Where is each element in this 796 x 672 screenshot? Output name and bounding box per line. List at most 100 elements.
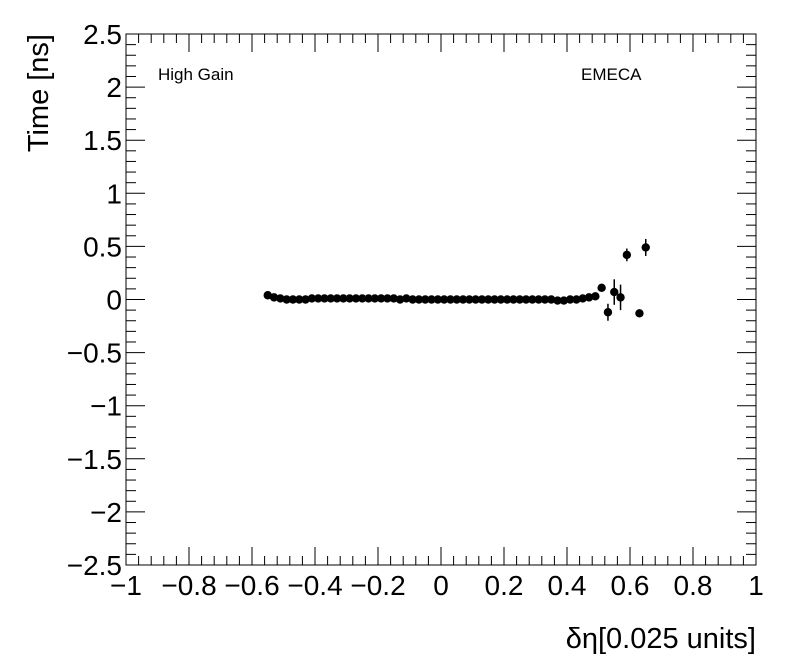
data-point <box>408 295 417 304</box>
y-tick-label: −0.5 <box>67 338 122 369</box>
data-point <box>603 303 613 321</box>
marker <box>320 294 329 303</box>
data-point <box>528 295 537 304</box>
marker <box>288 295 298 304</box>
x-tick-labels: −1 −0.8 −0.6 −0.4 −0.2 0 0.2 0.4 0.6 0.8 1 <box>110 570 764 601</box>
marker <box>477 295 487 304</box>
data-point <box>446 295 455 304</box>
data-point <box>421 295 430 304</box>
data-point <box>345 294 354 303</box>
marker <box>313 294 323 303</box>
data-point <box>565 295 575 304</box>
data-point <box>364 294 373 303</box>
marker <box>446 295 455 304</box>
x-tick-label: 1 <box>748 570 764 601</box>
data-point <box>395 295 405 304</box>
data-point <box>622 248 632 262</box>
data-point <box>332 294 342 303</box>
marker <box>515 295 524 304</box>
data-point <box>465 295 474 304</box>
data-point <box>553 296 562 305</box>
marker <box>553 296 562 305</box>
data-point <box>263 291 272 300</box>
marker <box>584 293 594 302</box>
marker <box>370 294 380 303</box>
x-tick-label: 0.6 <box>611 570 650 601</box>
y-tick-label: −1.5 <box>67 444 122 475</box>
data-points <box>263 238 650 321</box>
marker <box>603 308 613 317</box>
y-tick-label: 1.5 <box>83 125 122 156</box>
data-point <box>452 295 461 304</box>
data-point <box>547 295 556 304</box>
marker <box>502 295 512 304</box>
axis-ticks <box>125 33 757 566</box>
data-point <box>509 295 518 304</box>
data-point <box>458 295 468 304</box>
marker <box>421 295 430 304</box>
marker <box>376 294 386 303</box>
data-point <box>597 283 606 293</box>
data-point <box>295 295 304 304</box>
marker <box>528 295 537 304</box>
data-point <box>383 294 392 303</box>
marker <box>452 295 461 304</box>
data-point <box>616 284 625 311</box>
data-point <box>578 294 587 303</box>
y-axis-title: Time [ns] <box>23 34 55 152</box>
x-tick-label: 0 <box>433 570 449 601</box>
marker <box>534 295 543 304</box>
marker <box>471 295 480 304</box>
marker <box>622 250 632 260</box>
data-point <box>610 279 619 305</box>
data-point <box>276 294 285 303</box>
x-tick-label: −1 <box>110 570 142 601</box>
data-point <box>534 295 543 304</box>
marker <box>559 296 569 305</box>
marker <box>276 294 285 303</box>
marker <box>641 243 650 252</box>
y-tick-label: 2 <box>106 72 122 103</box>
data-point <box>484 295 493 304</box>
marker <box>395 295 405 304</box>
marker <box>402 294 411 303</box>
marker <box>465 295 474 304</box>
marker <box>509 295 518 304</box>
marker <box>635 309 644 318</box>
data-point <box>370 294 380 303</box>
marker <box>307 294 317 303</box>
marker <box>339 294 348 303</box>
marker <box>326 294 335 303</box>
data-point <box>269 293 279 302</box>
data-point <box>358 294 367 303</box>
data-point <box>376 294 386 303</box>
x-tick-label: −0.2 <box>350 570 405 601</box>
data-point <box>402 294 411 303</box>
data-point <box>326 294 335 303</box>
data-point <box>339 294 348 303</box>
data-point <box>477 295 487 304</box>
data-point <box>641 238 650 256</box>
marker <box>439 295 449 304</box>
data-point <box>515 295 524 304</box>
marker <box>351 294 361 303</box>
x-tick-label: 0.8 <box>674 570 713 601</box>
y-tick-label: 0 <box>106 285 122 316</box>
data-point <box>282 295 291 304</box>
data-point <box>433 295 443 304</box>
marker <box>610 287 619 297</box>
y-tick-label: −1 <box>90 391 122 422</box>
marker <box>263 291 272 300</box>
data-point <box>496 295 506 304</box>
marker <box>540 295 550 304</box>
marker <box>295 295 304 304</box>
data-point <box>320 294 329 303</box>
data-point <box>591 292 600 301</box>
x-tick-label: −0.8 <box>161 570 216 601</box>
marker <box>358 294 367 303</box>
y-tick-label: −2.5 <box>67 550 122 581</box>
data-point <box>288 295 298 304</box>
marker <box>458 295 468 304</box>
y-tick-label: −2 <box>90 497 122 528</box>
